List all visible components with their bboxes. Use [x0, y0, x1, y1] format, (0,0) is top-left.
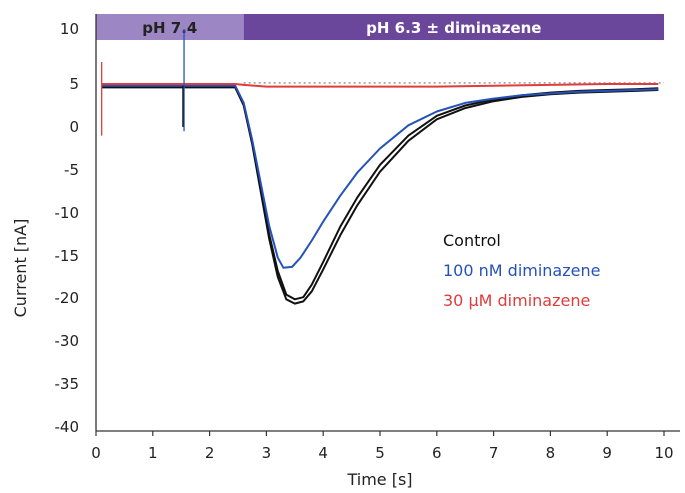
- legend: Control 100 nM diminazene 30 µM diminazene: [443, 231, 600, 310]
- y-tick-label: -15: [55, 247, 80, 265]
- legend-entry: Control: [443, 231, 501, 250]
- y-tick-label: -40: [55, 418, 80, 436]
- solution-bars: pH 7.4 pH 6.3 ± diminazene: [96, 14, 664, 40]
- x-tick-label: 1: [148, 444, 158, 462]
- series-line-2: [101, 84, 659, 269]
- y-tick-label: -5: [64, 161, 79, 179]
- y-tick-label: -20: [55, 289, 80, 307]
- y-tick-label: 0: [69, 118, 79, 136]
- series-line-3: [101, 83, 659, 88]
- x-tick-label: 4: [318, 444, 328, 462]
- legend-entry: 30 µM diminazene: [443, 291, 590, 310]
- y-axis-title: Current [nA]: [11, 219, 30, 318]
- tick-labels: 0 1 2 3 4 5 6 7 8 9 10 10 5 0 -5 -10 -15 -20 -30 -35 -40: [55, 20, 674, 462]
- solution-bar-0: [96, 14, 244, 40]
- x-tick-label: 7: [489, 444, 499, 462]
- x-tick-label: 2: [205, 444, 215, 462]
- y-tick-label: 5: [69, 75, 79, 93]
- legend-entry: 100 nM diminazene: [443, 261, 600, 280]
- x-tick-label: 0: [91, 444, 101, 462]
- x-tick-label: 5: [375, 444, 385, 462]
- solution-bar-1: [243, 14, 664, 40]
- y-tick-label: -35: [55, 375, 80, 393]
- y-tick-label: -10: [55, 204, 80, 222]
- series-layer: [101, 83, 659, 305]
- y-tick-label: 10: [60, 20, 79, 38]
- axes: [95, 14, 680, 432]
- x-tick-label: 9: [602, 444, 612, 462]
- solution-bar-label: pH 6.3 ± diminazene: [366, 19, 541, 37]
- artifact-spikes: [101, 29, 185, 136]
- x-tick-label: 8: [546, 444, 556, 462]
- x-tick-label: 3: [262, 444, 272, 462]
- y-tick-label: -30: [55, 332, 80, 350]
- solution-bar-label: pH 7.4: [142, 19, 197, 37]
- x-tick-label: 10: [654, 444, 673, 462]
- x-axis-title: Time [s]: [346, 470, 412, 489]
- x-tick-label: 6: [432, 444, 442, 462]
